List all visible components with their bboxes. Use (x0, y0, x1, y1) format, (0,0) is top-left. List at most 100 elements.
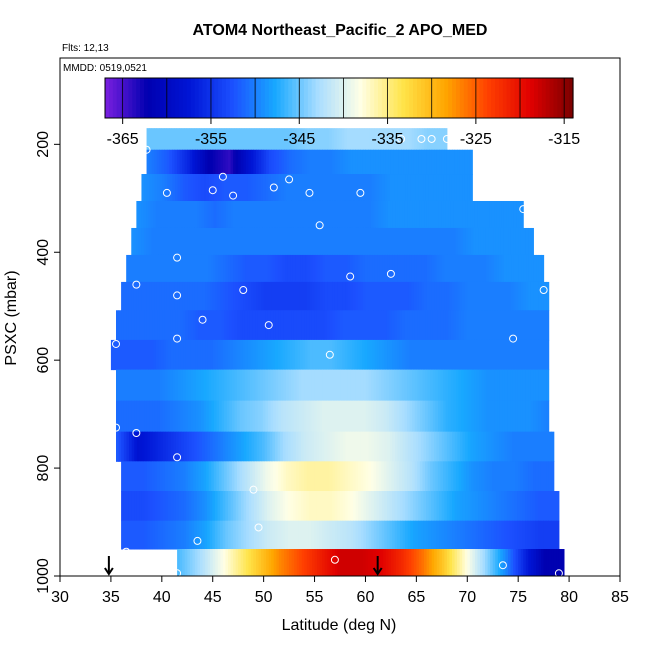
heatmap-cell (250, 149, 254, 175)
heatmap-cell (199, 431, 203, 462)
heatmap-cell (543, 520, 547, 550)
heatmap-cell (536, 549, 540, 576)
heatmap-cell (510, 310, 514, 341)
heatmap-cell (345, 400, 349, 433)
heatmap-cell (283, 369, 287, 402)
heatmap-cell (264, 491, 268, 522)
heatmap-cell (364, 128, 368, 151)
heatmap-cell (429, 549, 433, 576)
heatmap-cell (240, 491, 245, 522)
heatmap-cell (474, 369, 478, 402)
heatmap-cell (396, 461, 400, 492)
heatmap-cell (512, 310, 516, 341)
heatmap-cell (207, 431, 211, 462)
heatmap-cell (215, 281, 219, 311)
heatmap-cell (136, 281, 140, 311)
sample-point (229, 191, 238, 200)
heatmap-cell (417, 461, 421, 492)
heatmap-cell (131, 431, 135, 462)
heatmap-cell (514, 520, 518, 550)
heatmap-cell (487, 549, 491, 576)
heatmap-cell (390, 200, 394, 229)
heatmap-cell (460, 200, 464, 229)
heatmap-cell (366, 520, 370, 550)
heatmap-cell (296, 310, 300, 341)
heatmap-cell (162, 200, 166, 229)
heatmap-cell (286, 281, 290, 311)
heatmap-cell (155, 431, 159, 462)
heatmap-cell (327, 310, 331, 341)
heatmap-cell (192, 549, 196, 576)
heatmap-cell (200, 174, 204, 202)
heatmap-cell (249, 310, 254, 341)
heatmap-cell (404, 369, 408, 402)
heatmap-cell (298, 461, 302, 492)
heatmap-cell (133, 227, 137, 256)
heatmap-cell (178, 339, 182, 371)
heatmap-cell (270, 339, 274, 371)
heatmap-cell (167, 400, 171, 433)
heatmap-cell (405, 431, 409, 462)
heatmap-cell (394, 461, 398, 492)
heatmap-cell (444, 339, 448, 371)
heatmap-cell (431, 520, 435, 550)
heatmap-cell (261, 431, 266, 462)
heatmap-cell (245, 200, 249, 229)
colorbar-cell (413, 78, 418, 118)
heatmap-cell (525, 549, 529, 576)
heatmap-cell (433, 491, 437, 522)
heatmap-cell (152, 310, 156, 341)
heatmap-cell (399, 200, 403, 229)
heatmap-cell (160, 491, 164, 522)
heatmap-cell (195, 254, 199, 283)
colorbar-cell (268, 78, 274, 118)
heatmap-cell (187, 281, 191, 311)
heatmap-cell (259, 431, 263, 462)
colorbar-cell (483, 78, 488, 118)
heatmap-cell (530, 227, 534, 256)
heatmap-cell (433, 431, 438, 462)
heatmap-cell (180, 369, 184, 402)
colorbar-cell (284, 78, 289, 118)
heatmap-cell (168, 520, 172, 550)
heatmap-cell (379, 254, 383, 283)
heatmap-cell (281, 149, 285, 175)
heatmap-cell (220, 491, 224, 522)
heatmap-cell (407, 227, 411, 256)
heatmap-cell (500, 227, 504, 256)
heatmap-cell (242, 461, 246, 492)
heatmap-cell (161, 149, 165, 175)
colorbar-cell (147, 78, 153, 118)
heatmap-cell (271, 549, 275, 576)
heatmap-cell (239, 310, 243, 341)
heatmap-cell (412, 227, 416, 256)
colorbar-gradient (105, 78, 574, 118)
colorbar-cell (163, 78, 168, 118)
heatmap-cell (551, 461, 555, 492)
heatmap-cell (436, 174, 440, 202)
heatmap-cell (314, 369, 318, 402)
heatmap-cell (363, 431, 367, 462)
heatmap-cell (225, 431, 229, 462)
heatmap-cell (487, 200, 490, 229)
heatmap-cell (324, 128, 328, 151)
heatmap-cell (233, 254, 237, 283)
flights-note: Flts: 12,13 (62, 43, 109, 54)
heatmap-cell (429, 128, 433, 151)
heatmap-cell (489, 339, 493, 371)
heatmap-cell (226, 174, 230, 202)
heatmap-cell (459, 549, 463, 576)
heatmap-cell (196, 128, 200, 151)
plot-frame (59, 57, 621, 577)
heatmap-cell (276, 281, 280, 311)
heatmap-cell (464, 149, 468, 175)
heatmap-cell (434, 339, 438, 371)
heatmap-cell (366, 200, 370, 229)
heatmap-cell (271, 281, 275, 311)
heatmap-cell (201, 369, 205, 402)
heatmap-cell (461, 369, 465, 402)
colorbar-cell (292, 78, 297, 118)
heatmap-cell (386, 310, 390, 341)
heatmap-cell (282, 491, 286, 522)
